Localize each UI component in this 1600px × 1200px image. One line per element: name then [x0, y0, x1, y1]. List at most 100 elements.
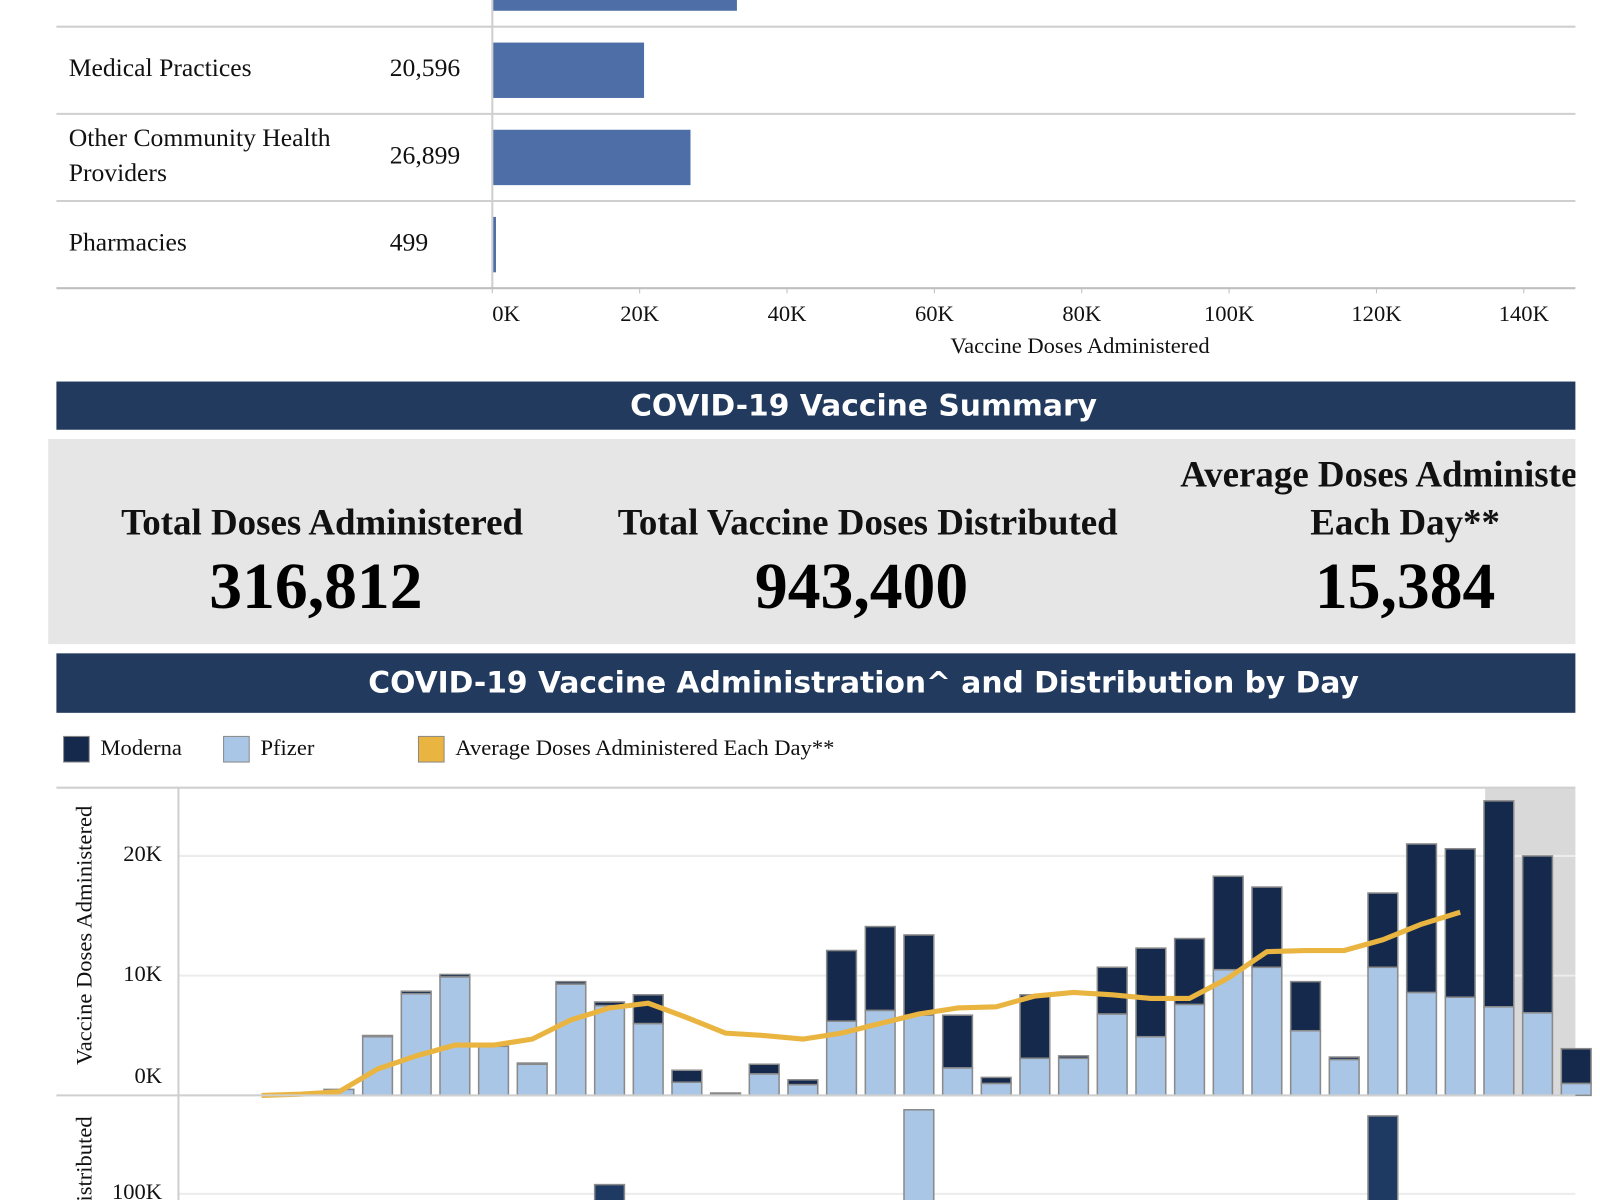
bar: [980, 1076, 1012, 1085]
bar: [1367, 966, 1399, 1097]
bar: [903, 1109, 935, 1200]
category-label-line: Other Community Health: [69, 123, 337, 152]
content: COVID-19 Vaccine Summary COVID-19 Vaccin…: [48, 0, 1592, 1200]
bar: [1521, 1012, 1554, 1097]
kpi-value: 316,812: [209, 551, 422, 623]
bar: [492, 129, 691, 186]
y-tick-label: 20K: [123, 841, 163, 866]
legend-label: Pfizer: [261, 735, 315, 760]
kpi-value: 15,384: [1315, 551, 1495, 623]
kpi-label: Total Vaccine Doses Distributed: [618, 502, 1118, 543]
bar: [1019, 994, 1051, 1060]
bar: [477, 1045, 510, 1097]
bar: [439, 976, 471, 1097]
bar: [1096, 1013, 1128, 1097]
summary-header-bg: [56, 381, 1576, 430]
bar: [748, 1063, 780, 1075]
bar: [1212, 875, 1244, 971]
bar: [1289, 1029, 1322, 1097]
bar: [1173, 1003, 1206, 1097]
category-label: Other Community Health Providers: [69, 123, 337, 187]
kpi-value: 943,400: [755, 551, 968, 623]
bar: [555, 983, 587, 1097]
bar: [1057, 1055, 1090, 1060]
bar: [1135, 1035, 1167, 1097]
bar: [593, 1004, 626, 1097]
bar: [748, 1073, 780, 1097]
bar: [400, 992, 432, 1097]
value-label: 499: [390, 228, 428, 257]
value-label: 20,596: [390, 53, 461, 82]
category-label: Pharmacies: [69, 228, 187, 257]
bar: [1251, 966, 1283, 1097]
bar: [903, 934, 935, 1016]
bar: [1135, 947, 1167, 1038]
bar: [825, 949, 858, 1022]
x-tick-label: 0K: [492, 301, 520, 326]
y-axis-title: Vaccine Doses Administered: [71, 806, 96, 1065]
legend-swatch: [63, 735, 90, 763]
bar: [1367, 1115, 1399, 1200]
x-tick-label: 100K: [1204, 301, 1255, 326]
bar: [1019, 1057, 1051, 1097]
bar: [864, 925, 896, 1012]
bar: [1560, 1082, 1592, 1097]
y-tick-label: 0K: [134, 1063, 162, 1088]
bar: [1444, 847, 1476, 998]
bar: [1405, 843, 1438, 994]
summary-title: COVID-19 Vaccine Summary: [630, 389, 1097, 424]
bar: [1328, 1056, 1360, 1061]
bar: [980, 1082, 1012, 1097]
bar: [516, 1063, 548, 1097]
bar: [1096, 966, 1128, 1015]
bar: [632, 1022, 664, 1097]
bar: [492, 216, 496, 273]
daily-title: COVID-19 Vaccine Administration^ and Dis…: [368, 666, 1359, 701]
bar: [709, 1092, 742, 1095]
kpi-panel: [48, 438, 1576, 645]
legend-swatch: [417, 735, 445, 763]
bar: [361, 1034, 394, 1038]
bar: [1212, 968, 1244, 1097]
y-tick-label: 100K: [112, 1179, 163, 1200]
x-tick-label: 80K: [1062, 301, 1102, 326]
x-tick-label: 20K: [620, 301, 660, 326]
kpi-label: Total Doses Administered: [121, 502, 523, 543]
bar: [400, 990, 432, 995]
x-tick-label: 40K: [768, 301, 808, 326]
category-label-line: Providers: [69, 158, 167, 187]
bar: [1328, 1058, 1360, 1097]
bar: [492, 42, 645, 98]
bar: [1483, 800, 1515, 1008]
bar: [941, 1067, 974, 1097]
bar: [787, 1083, 819, 1097]
bar: [439, 973, 471, 978]
bar: [671, 1081, 703, 1097]
daily-header-bg: [56, 653, 1576, 713]
x-tick-label: 120K: [1351, 301, 1402, 326]
bar: [1444, 996, 1476, 1097]
average-line: [261, 909, 1461, 1098]
y-tick-label: 10K: [123, 961, 163, 986]
bar: [787, 1079, 819, 1086]
x-tick-label: 140K: [1499, 301, 1550, 326]
bar: [1289, 980, 1322, 1032]
bar: [903, 1014, 935, 1097]
bar: [941, 1014, 974, 1069]
x-tick-label: 60K: [915, 301, 955, 326]
value-label: 26,899: [390, 140, 460, 169]
bar: [1521, 855, 1554, 1014]
bar: [492, 0, 737, 11]
bar: [1483, 1006, 1515, 1097]
y-axis-title: istributed: [71, 1116, 96, 1200]
bar: [516, 1062, 548, 1066]
bar: [1251, 886, 1283, 969]
legend-swatch: [223, 735, 250, 763]
bar: [1560, 1047, 1592, 1085]
bar: [1367, 892, 1399, 969]
category-label: Medical Practices: [69, 53, 252, 82]
x-axis-title: Vaccine Doses Administered: [950, 333, 1209, 358]
kpis: Total Doses Administered 316,812 Total Vac…: [121, 453, 1575, 623]
